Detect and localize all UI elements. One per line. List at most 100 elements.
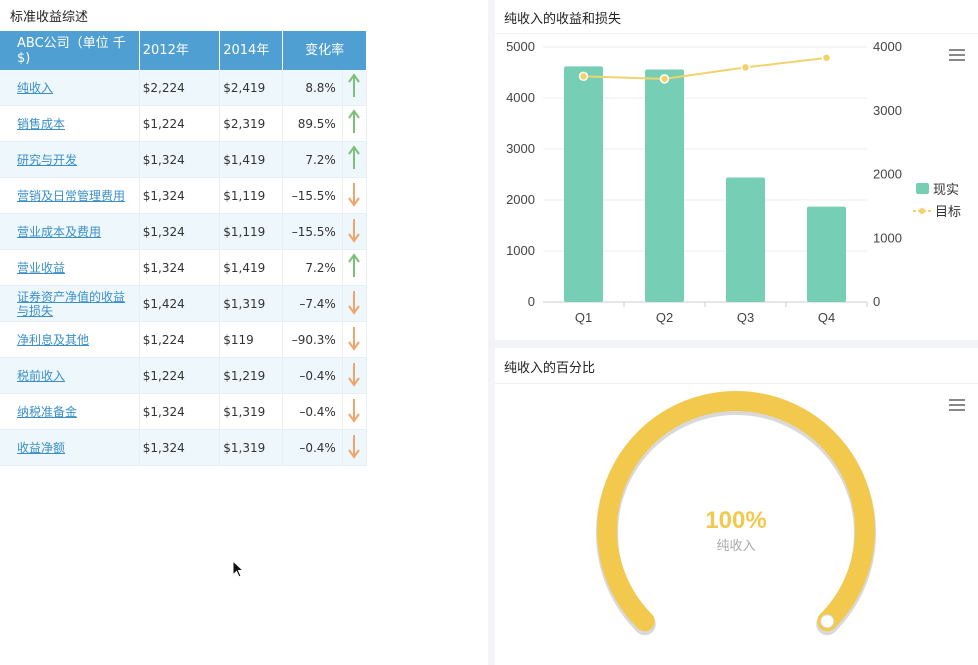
y-right-tick-label: 4000 [873, 39, 902, 54]
change-rate: –0.4% [282, 429, 343, 466]
y-left-tick-label: 0 [528, 294, 535, 309]
value-2014: $1,119 [219, 177, 284, 214]
row-link[interactable]: 营销及日常管理费用 [17, 188, 126, 203]
header-2012: 2012年 [139, 31, 221, 70]
row-label: 销售成本 [0, 105, 140, 142]
row-label: 营销及日常管理费用 [0, 177, 140, 214]
left-panel: 标准收益综述 ABC公司（单位 千$) 2012年 2014年 变化率 纯收入 $… [0, 0, 488, 665]
row-label: 营业成本及费用 [0, 213, 140, 250]
row-label: 研究与开发 [0, 141, 140, 178]
x-tick-label: Q1 [575, 310, 592, 325]
value-2014: $1,319 [219, 429, 284, 466]
row-label: 收益净额 [0, 429, 140, 466]
y-left-tick-label: 5000 [506, 39, 535, 54]
table-header-row: ABC公司（单位 千$) 2012年 2014年 变化率 [0, 31, 367, 70]
value-2012: $1,324 [139, 177, 221, 214]
table-row: 研究与开发 $1,324 $1,419 7.2% [0, 141, 368, 178]
value-2012: $1,424 [139, 285, 221, 322]
gauge-title: 纯收入的百分比 [504, 361, 596, 376]
gauge-panel: 纯收入的百分比 100% 纯收入 [495, 348, 978, 665]
table-body: 纯收入 $2,224 $2,419 8.8% 销售成本 $1,224 $2,319 89.5%… [0, 70, 368, 466]
table-row: 营销及日常管理费用 $1,324 $1,119 –15.5% [0, 177, 368, 214]
bar-chart-panel: 纯收入的收益和损失 0 1000 2000 3000 4000 5000 0 1000 2000… [495, 0, 978, 340]
row-link[interactable]: 研究与开发 [17, 152, 78, 167]
bar-chart: 0 1000 2000 3000 4000 5000 0 1000 2000 3000 4000 Q1… [506, 39, 961, 325]
change-rate: 7.2% [282, 249, 343, 286]
row-link[interactable]: 税前收入 [17, 368, 66, 383]
gauge-arc [597, 391, 875, 632]
legend-label-bar: 现实 [933, 183, 959, 198]
value-2014: $1,219 [219, 357, 284, 394]
chart-menu-icon[interactable] [949, 399, 965, 411]
value-2014: $119 [219, 321, 284, 358]
title-divider [495, 33, 978, 34]
row-link[interactable]: 营业收益 [17, 260, 66, 275]
value-2012: $1,324 [139, 249, 221, 286]
y-right-tick-label: 0 [873, 294, 880, 309]
row-label: 税前收入 [0, 357, 140, 394]
row-link[interactable]: 纯收入 [17, 80, 54, 95]
bar [564, 66, 603, 302]
y-left-tick-label: 3000 [506, 141, 535, 156]
value-2012: $1,324 [139, 141, 221, 178]
row-label: 纳税准备金 [0, 393, 140, 430]
row-label: 纯收入 [0, 70, 140, 106]
y-left-tick-label: 2000 [506, 192, 535, 207]
arrow-down-icon [342, 213, 368, 250]
legend-swatch-point [919, 208, 925, 214]
table-row: 销售成本 $1,224 $2,319 89.5% [0, 105, 368, 142]
target-point [821, 53, 832, 63]
gauge-sub-label: 纯收入 [716, 539, 755, 554]
gauge-end-dot [820, 614, 835, 629]
y-right-tick-label: 3000 [873, 103, 902, 118]
table-row: 纳税准备金 $1,324 $1,319 –0.4% [0, 393, 368, 430]
value-2014: $2,319 [219, 105, 284, 142]
value-2012: $1,324 [139, 429, 221, 466]
row-link[interactable]: 净利息及其他 [17, 332, 90, 347]
arrow-down-icon [342, 285, 368, 322]
panel-gap [495, 340, 978, 348]
table-row: 证券资产净值的收益与损失 $1,424 $1,319 –7.4% [0, 285, 368, 322]
arrow-down-icon [342, 393, 368, 430]
row-link[interactable]: 收益净额 [17, 440, 66, 455]
value-2012: $1,324 [139, 393, 221, 430]
gauge-value-label: 100% [705, 507, 766, 534]
y-right-tick-label: 1000 [873, 230, 902, 245]
arrow-down-icon [342, 429, 368, 466]
bar [726, 177, 765, 302]
arrow-up-icon [342, 249, 368, 286]
legend-label-line: 目标 [935, 205, 961, 220]
y-left-tick-label: 4000 [506, 90, 535, 105]
value-2014: $1,319 [219, 285, 284, 322]
value-2014: $1,419 [219, 249, 284, 286]
income-table: ABC公司（单位 千$) 2012年 2014年 变化率 纯收入 $2,224 $2… [0, 31, 368, 466]
change-rate: 7.2% [282, 141, 343, 178]
table-row: 营业成本及费用 $1,324 $1,119 –15.5% [0, 213, 368, 250]
target-point [578, 71, 589, 82]
target-point [740, 62, 751, 73]
row-link[interactable]: 证券资产净值的收益与损失 [17, 289, 126, 318]
value-2014: $1,319 [219, 393, 284, 430]
value-2012: $1,224 [139, 321, 221, 358]
change-rate: 8.8% [282, 70, 343, 106]
row-link[interactable]: 销售成本 [17, 116, 66, 131]
table-row: 税前收入 $1,224 $1,219 –0.4% [0, 357, 368, 394]
value-2012: $1,224 [139, 105, 221, 142]
x-tick-label: Q3 [737, 310, 754, 325]
bar [807, 206, 846, 302]
header-change: 变化率 [282, 31, 367, 70]
value-2014: $2,419 [219, 70, 284, 106]
row-label: 证券资产净值的收益与损失 [0, 285, 140, 322]
bar [645, 69, 684, 302]
mouse-cursor-icon [232, 560, 245, 578]
legend-swatch-bar [916, 183, 929, 194]
change-rate: –15.5% [282, 213, 343, 250]
change-rate: –15.5% [282, 177, 343, 214]
table-row: 纯收入 $2,224 $2,419 8.8% [0, 70, 368, 106]
target-point [659, 74, 670, 84]
row-link[interactable]: 营业成本及费用 [17, 224, 102, 239]
row-link[interactable]: 纳税准备金 [17, 404, 78, 419]
chart-menu-icon[interactable] [949, 49, 965, 61]
header-company: ABC公司（单位 千$) [0, 31, 140, 70]
arrow-down-icon [342, 177, 368, 214]
